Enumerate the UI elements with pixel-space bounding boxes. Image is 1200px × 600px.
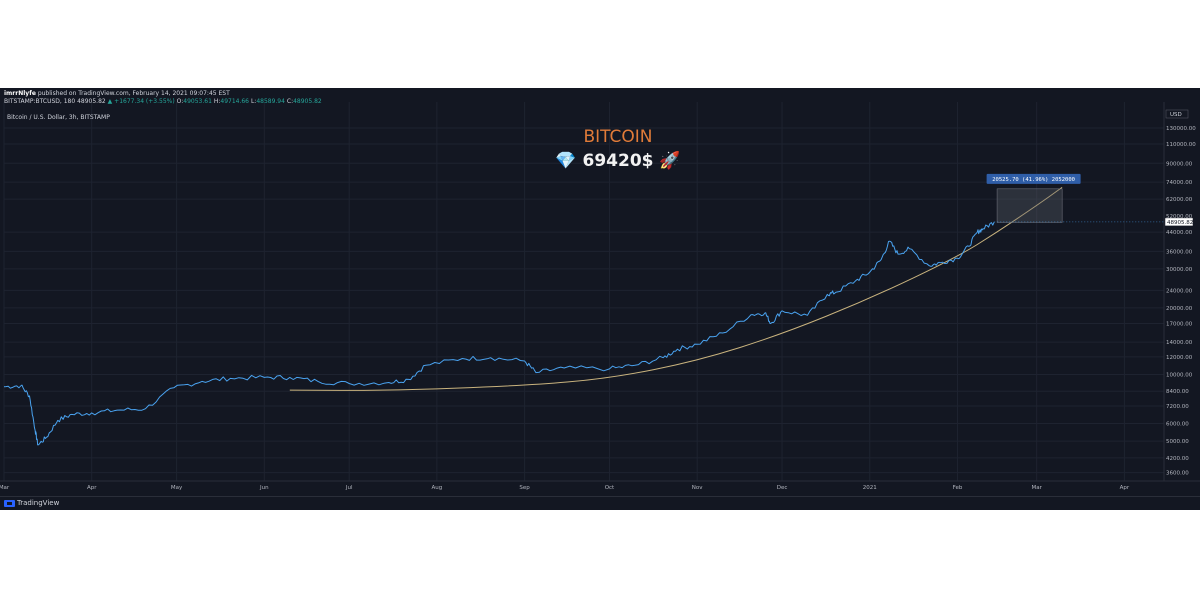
y-tick-label: 4200.00	[1166, 456, 1189, 462]
measure-label: 20525.70 (41.96%) 2052000	[992, 177, 1075, 183]
x-tick-label: Mar	[0, 485, 10, 491]
x-tick-label: Sep	[519, 485, 530, 491]
x-tick-label: Jul	[345, 485, 353, 491]
publish-text: published on TradingView.com, February 1…	[35, 90, 230, 97]
tradingview-logo[interactable]: TradingView	[4, 499, 59, 507]
open-value: 49053.61	[183, 98, 212, 105]
last-price-badge	[1164, 217, 1194, 227]
y-tick-label: 36000.00	[1166, 249, 1193, 255]
y-tick-label: 6000.00	[1166, 422, 1189, 428]
y-tick-label: 3600.00	[1166, 471, 1189, 477]
x-tick-label: Apr	[87, 485, 97, 491]
x-tick-label: Mar	[1031, 485, 1042, 491]
price-line	[3, 221, 995, 446]
x-tick-label: 2021	[863, 485, 877, 491]
x-tick-label: Apr	[1120, 485, 1130, 491]
measure-label-bg	[986, 173, 1081, 184]
y-tick-label: 20000.00	[1166, 306, 1193, 312]
symbol-line: BITSTAMP:BTCUSD, 180 48905.82	[4, 98, 106, 105]
x-tick-label: Jun	[259, 485, 269, 491]
y-tick-label: 90000.00	[1166, 161, 1193, 167]
change-text: ▲ +1677.34 (+3.55%)	[107, 98, 175, 105]
chart-legend: Bitcoin / U.S. Dollar, 3h, BITSTAMP	[7, 114, 110, 121]
chart-footer: TradingView	[0, 496, 1200, 510]
y-tick-label: 74000.00	[1166, 180, 1193, 186]
x-tick-label: Aug	[432, 485, 443, 491]
chart-title: BITCOIN	[583, 127, 652, 147]
x-tick-label: May	[171, 485, 183, 491]
author-name[interactable]: imrrNlyfe	[4, 90, 36, 97]
chart-subtitle: 💎 69420$ 🚀	[555, 150, 680, 171]
ohlc-line: BITSTAMP:BTCUSD, 180 48905.82 ▲ +1677.34…	[4, 98, 322, 105]
currency-label: USD	[1170, 112, 1182, 118]
close-label: C:	[286, 98, 294, 105]
price-chart[interactable]: 20525.70 (41.96%) 2052000 48905.82 13000…	[0, 88, 1200, 510]
low-value: 48589.94	[256, 98, 285, 105]
y-tick-label: 7200.00	[1166, 404, 1189, 410]
y-tick-label: 8400.00	[1166, 389, 1189, 395]
y-tick-label: 30000.00	[1166, 267, 1193, 273]
high-label: H:	[213, 98, 221, 105]
low-label: L:	[250, 98, 257, 105]
y-tick-label: 24000.00	[1166, 288, 1193, 294]
measure-box	[996, 188, 1063, 223]
x-tick-label: Dec	[777, 485, 788, 491]
currency-badge	[1165, 109, 1189, 119]
y-tick-label: 12000.00	[1166, 355, 1193, 361]
last-price-label: 48905.82	[1167, 220, 1193, 226]
y-tick-label: 17000.00	[1166, 321, 1193, 327]
y-tick-label: 44000.00	[1166, 230, 1193, 236]
y-tick-label: 10000.00	[1166, 372, 1193, 378]
growth-curve	[289, 186, 1063, 391]
x-tick-label: Oct	[605, 485, 615, 491]
y-tick-label: 5000.00	[1166, 439, 1189, 445]
open-label: O:	[176, 98, 184, 105]
close-value: 48905.82	[293, 98, 322, 105]
tradingview-logo-icon	[4, 499, 15, 507]
y-tick-label-partial: 52000.00	[1166, 214, 1193, 220]
x-tick-label: Feb	[953, 485, 963, 491]
y-tick-label: 130000.00	[1166, 126, 1196, 132]
tradingview-brand: TradingView	[17, 499, 60, 507]
chart-frame: 20525.70 (41.96%) 2052000 48905.82 13000…	[0, 88, 1200, 510]
publish-info: imrrNlyfe published on TradingView.com, …	[4, 90, 230, 97]
high-value: 49714.66	[220, 98, 250, 105]
y-tick-label: 110000.00	[1166, 142, 1196, 148]
y-tick-label: 62000.00	[1166, 197, 1193, 203]
x-tick-label: Nov	[692, 485, 703, 491]
y-tick-label: 14000.00	[1166, 340, 1193, 346]
